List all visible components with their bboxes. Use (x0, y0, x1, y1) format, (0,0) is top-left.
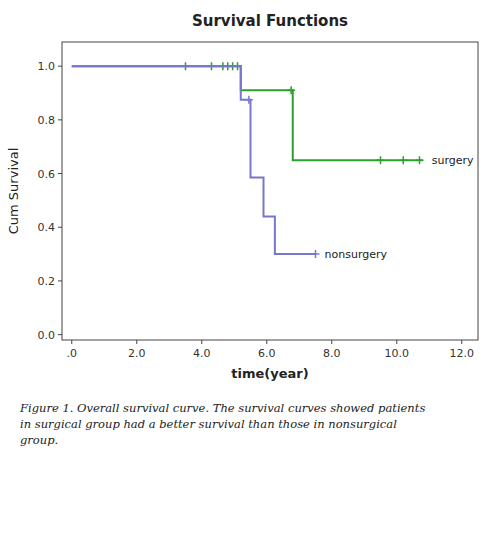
x-tick (71, 340, 72, 344)
x-tick (396, 340, 397, 344)
survival-curve (72, 66, 316, 254)
x-tick-label: .0 (67, 347, 78, 360)
censor-mark (287, 86, 295, 94)
plot-frame (62, 42, 478, 340)
x-tick-label: 6.0 (258, 347, 276, 360)
y-tick (58, 280, 62, 281)
x-tick (331, 340, 332, 344)
x-axis-label: time(year) (231, 366, 308, 381)
y-tick-label: 0.8 (38, 114, 56, 127)
title: Survival Functions (192, 12, 348, 30)
censor-mark (312, 250, 320, 258)
y-tick (58, 66, 62, 67)
censor-mark (416, 156, 424, 164)
y-tick-label: 0.4 (38, 221, 56, 234)
x-tick (266, 340, 267, 344)
censor-mark (245, 96, 253, 104)
x-tick-label: 10.0 (385, 347, 410, 360)
y-tick-label: 0.0 (38, 329, 56, 342)
series-labels: surgery nonsurgery (325, 154, 475, 261)
y-tick (58, 227, 62, 228)
x-tick-label: 2.0 (128, 347, 146, 360)
chart: .0 2.0 4.0 6.0 8.0 10.0 12.0 0.0 0.2 0.4 0.6 0.8 1.0… (0, 0, 498, 538)
y-tick-label: 1.0 (38, 60, 56, 73)
plot-area (72, 62, 424, 258)
y-tick-label: 0.2 (38, 275, 56, 288)
caption: Figure 1. Overall survival curve. The su… (19, 401, 425, 447)
y-tick (58, 334, 62, 335)
survival-curve (72, 66, 423, 160)
x-tick (201, 340, 202, 344)
y-axis-label: Cum Survival (6, 148, 21, 235)
series-label: surgery (432, 154, 474, 167)
censor-mark (377, 156, 385, 164)
x-tick (136, 340, 137, 344)
x-tick-label: 8.0 (323, 347, 341, 360)
x-tick (461, 340, 462, 344)
x-tick-label: 12.0 (450, 347, 475, 360)
y-tick (58, 173, 62, 174)
series-label: nonsurgery (325, 248, 388, 261)
censor-mark (399, 156, 407, 164)
y-tick (58, 119, 62, 120)
y-tick-label: 0.6 (38, 168, 56, 181)
x-tick-label: 4.0 (193, 347, 211, 360)
